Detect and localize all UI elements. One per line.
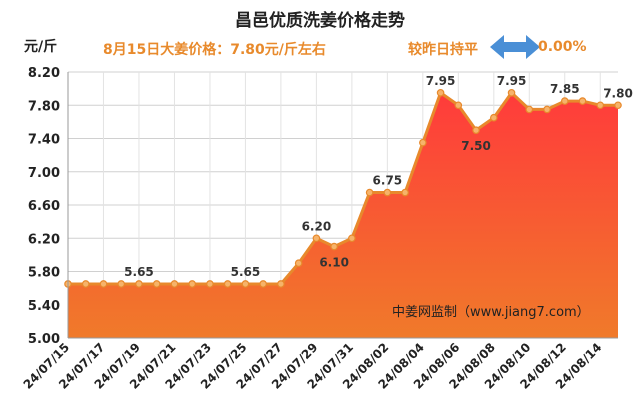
y-tick-label: 7.40: [28, 133, 60, 148]
data-label: 6.20: [302, 219, 332, 233]
y-tick-label: 8.20: [28, 66, 60, 81]
data-point: [135, 280, 143, 288]
data-point: [525, 105, 534, 114]
y-tick-label: 7.00: [28, 166, 60, 181]
data-point: [117, 280, 126, 288]
data-point: [401, 188, 409, 197]
data-point: [419, 138, 427, 147]
data-label: 5.65: [124, 265, 154, 279]
data-point: [436, 88, 445, 97]
y-tick-label: 6.60: [28, 199, 60, 214]
data-label: 7.85: [550, 82, 580, 96]
data-point: [560, 97, 569, 105]
data-point: [507, 88, 516, 97]
y-tick-label: 7.80: [28, 99, 60, 114]
data-point: [578, 97, 587, 105]
data-point: [472, 126, 480, 134]
y-axis-unit: 元/斤: [24, 39, 58, 55]
data-point: [383, 188, 392, 197]
data-point: [614, 101, 622, 110]
chart-title: 昌邑优质洗姜价格走势: [235, 11, 405, 31]
data-point: [294, 259, 303, 267]
data-point: [365, 188, 374, 197]
y-tick-label: 5.80: [28, 266, 60, 281]
data-point: [454, 101, 463, 110]
data-point: [330, 242, 338, 251]
price-headline: 8月15日大姜价格：7.80元/斤左右: [103, 42, 326, 58]
data-point: [188, 280, 196, 288]
y-tick-label: 5.40: [28, 299, 60, 314]
data-point: [277, 280, 285, 288]
change-percent: 0.00%: [538, 39, 587, 55]
price-area: [68, 92, 618, 338]
data-label: 7.95: [497, 74, 527, 88]
data-point: [348, 234, 356, 243]
data-point: [312, 234, 321, 243]
data-label: 6.75: [373, 174, 403, 188]
compare-label: 较昨日持平: [408, 42, 478, 58]
y-tick-label: 5.00: [28, 332, 60, 347]
y-tick-label: 6.20: [28, 232, 60, 247]
data-label: 7.80: [603, 86, 633, 100]
data-point: [596, 101, 605, 110]
data-label: 5.65: [231, 265, 261, 279]
data-point: [543, 105, 551, 114]
data-point: [490, 113, 498, 122]
data-point: [259, 280, 267, 288]
source-note: 中姜网监制（www.jiang7.com）: [392, 305, 590, 320]
data-point: [99, 280, 108, 288]
data-point: [152, 280, 161, 288]
data-point: [81, 280, 90, 288]
data-point: [241, 280, 250, 288]
data-point: [170, 280, 179, 288]
data-label: 7.95: [426, 74, 456, 88]
data-point: [206, 280, 214, 288]
data-label: 7.50: [461, 139, 491, 153]
data-label: 6.10: [319, 256, 349, 270]
double-arrow-icon: [490, 35, 540, 59]
data-point: [223, 280, 232, 288]
